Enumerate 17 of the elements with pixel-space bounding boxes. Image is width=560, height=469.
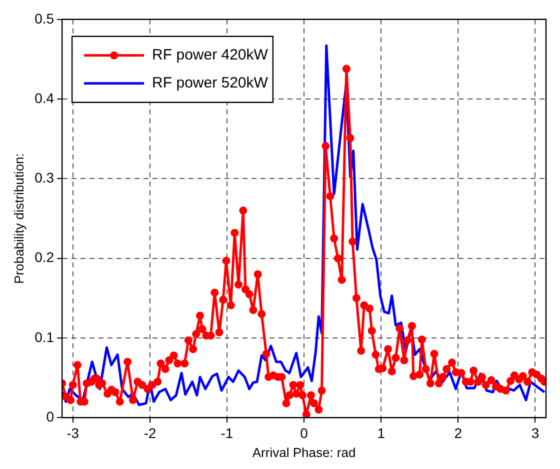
y-axis-title: Probability distribution: (11, 153, 26, 284)
x-tick-label: 2 (454, 424, 462, 441)
legend-label: RF power 520kW (152, 74, 269, 92)
y-tick-label: 0.4 (34, 90, 54, 106)
x-tick-label: 1 (377, 424, 386, 441)
x-tick-label: -3 (66, 424, 80, 441)
y-tick-label: 0.2 (34, 249, 54, 266)
x-axis-title: Arrival Phase: rad (252, 444, 356, 460)
legend-label: RF power 420kW (152, 46, 269, 64)
x-tick-label: -1 (220, 424, 234, 441)
y-tick-label: 0.5 (34, 10, 54, 26)
x-tick-label: -2 (144, 424, 156, 441)
y-tick-label: 0.1 (34, 328, 54, 345)
x-tick-label: 3 (531, 424, 540, 441)
y-tick-label: 0.3 (34, 170, 54, 186)
x-tick-label: 0 (300, 424, 308, 441)
y-tick-label: 0 (46, 408, 54, 424)
